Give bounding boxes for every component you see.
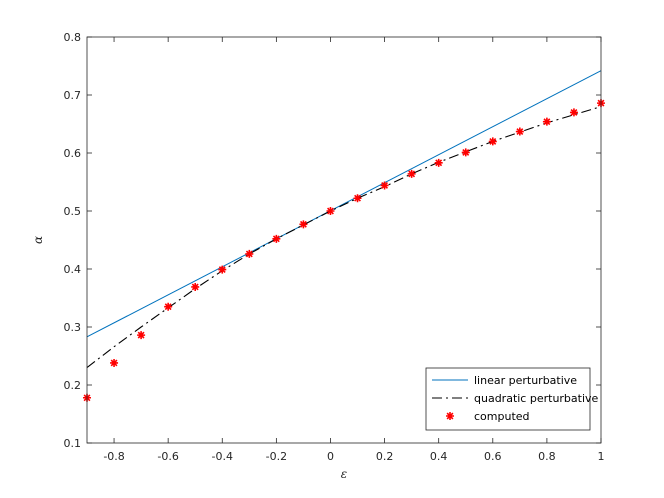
legend-label: linear perturbative	[474, 374, 577, 387]
x-tick-label: 0.8	[538, 450, 556, 463]
computed-point	[380, 181, 389, 190]
computed-point	[488, 137, 497, 146]
computed-point	[461, 148, 470, 157]
x-axis-label: ε	[341, 467, 347, 481]
y-tick-label: 0.3	[64, 321, 82, 334]
x-tick-label: -0.6	[157, 450, 178, 463]
x-tick-label: -0.4	[212, 450, 233, 463]
computed-point	[272, 234, 281, 243]
computed-point	[245, 249, 254, 258]
computed-point	[299, 220, 308, 229]
y-tick-label: 0.4	[64, 263, 82, 276]
plot-frame	[86, 36, 602, 444]
computed-point	[326, 207, 335, 215]
data-layer	[83, 70, 605, 402]
x-tick-label: 0.6	[484, 450, 502, 463]
axes-layer: -0.8 -0.6 -0.4 -0.2 0 0.2 0.4 0.6 0.8 1 0.1 0.2 0.3 0…	[64, 31, 605, 463]
legend-box	[425, 367, 591, 431]
quadratic-perturbative-line	[86, 106, 602, 369]
y-tick-label: 0.7	[64, 89, 82, 102]
computed-point	[407, 169, 416, 178]
y-tick-label: 0.1	[64, 437, 82, 450]
x-tick-label: -0.8	[103, 450, 124, 463]
computed-point	[191, 282, 200, 291]
y-tick-label: 0.6	[64, 147, 82, 160]
computed-point	[569, 108, 578, 117]
computed-point	[434, 158, 443, 167]
computed-point	[542, 117, 551, 126]
legend-label: computed	[474, 410, 530, 423]
legend: linear perturbative quadratic perturbativ…	[425, 367, 599, 431]
x-tick-label: -0.2	[266, 450, 287, 463]
x-tick-label: 0.2	[376, 450, 394, 463]
legend-swatch-computed	[446, 412, 454, 420]
y-axis-label: α	[31, 236, 45, 244]
linear-perturbative-line	[86, 70, 602, 338]
x-tick-label: 1	[598, 450, 605, 463]
computed-point	[110, 358, 119, 367]
computed-point	[164, 302, 173, 311]
computed-point	[137, 331, 146, 340]
y-tick-label: 0.8	[64, 31, 82, 44]
computed-point	[218, 265, 227, 274]
y-tick-label: 0.5	[64, 205, 82, 218]
y-tick-label: 0.2	[64, 379, 82, 392]
x-tick-label: 0	[327, 450, 334, 463]
legend-label: quadratic perturbative	[474, 392, 599, 405]
x-tick-label: 0.4	[430, 450, 448, 463]
computed-point	[515, 127, 524, 136]
computed-point	[353, 194, 362, 203]
